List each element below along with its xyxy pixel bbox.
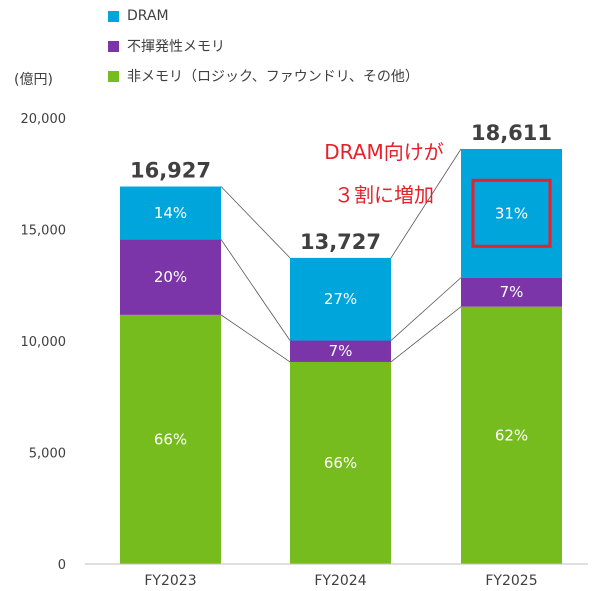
bar-segment — [120, 186, 221, 240]
legend-label-nonmemory: 非メモリ（ロジック、ファウンドリ、その他） — [127, 69, 419, 85]
bar-total-label: 13,727 — [300, 230, 381, 254]
bar-segment — [290, 340, 391, 362]
highlight-box — [471, 178, 552, 248]
y-tick-label: 5,000 — [29, 447, 66, 462]
segment-value-label: 27% — [324, 290, 357, 308]
bar-total-label: 18,611 — [471, 121, 552, 145]
segment-value-label: 7% — [329, 342, 353, 360]
bar-segment — [120, 239, 221, 315]
y-tick-label: 20,000 — [21, 112, 67, 127]
y-tick-label: 15,000 — [21, 224, 67, 239]
segment-value-label: 7% — [500, 283, 524, 301]
legend-label-nonvolatile: 不揮発性メモリ — [127, 39, 225, 55]
segment-value-label: 31% — [495, 204, 528, 222]
connector-line — [220, 186, 291, 259]
x-tick-label: FY2025 — [485, 573, 537, 589]
legend-item-dram: DRAM — [108, 6, 169, 26]
bar-segment — [461, 306, 562, 564]
y-axis-unit-label: (億円) — [14, 72, 53, 88]
bar-segment — [461, 277, 562, 307]
connector-line — [220, 314, 291, 363]
connector-line — [220, 239, 291, 341]
segment-value-label: 66% — [154, 430, 187, 448]
bar-segment — [290, 361, 391, 564]
legend-swatch-nonmemory — [108, 70, 119, 82]
bar-segment — [461, 148, 562, 278]
bar-total-label: 16,927 — [130, 159, 211, 183]
segment-value-label: 14% — [154, 204, 187, 222]
callout-line-1: DRAM向けが — [324, 140, 444, 164]
bar-segment — [120, 314, 221, 564]
segment-value-label: 62% — [495, 426, 528, 444]
connector-line — [390, 277, 462, 341]
bar-segment — [290, 257, 391, 341]
x-tick-label: FY2023 — [144, 573, 196, 589]
legend-swatch-dram — [108, 10, 119, 22]
connector-line — [390, 148, 462, 259]
legend-swatch-nonvolatile — [108, 40, 119, 52]
segment-value-label: 20% — [154, 268, 187, 286]
y-tick-label: 0 — [58, 558, 66, 573]
y-tick-label: 10,000 — [21, 335, 67, 350]
connector-line — [390, 306, 462, 363]
legend-item-nonmemory: 非メモリ（ロジック、ファウンドリ、その他） — [108, 66, 419, 86]
x-tick-label: FY2024 — [314, 573, 366, 589]
callout-line-2: ３割に増加 — [334, 183, 434, 207]
legend-label-dram: DRAM — [127, 8, 169, 24]
legend-item-nonvolatile: 不揮発性メモリ — [108, 36, 225, 56]
segment-value-label: 66% — [324, 454, 357, 472]
